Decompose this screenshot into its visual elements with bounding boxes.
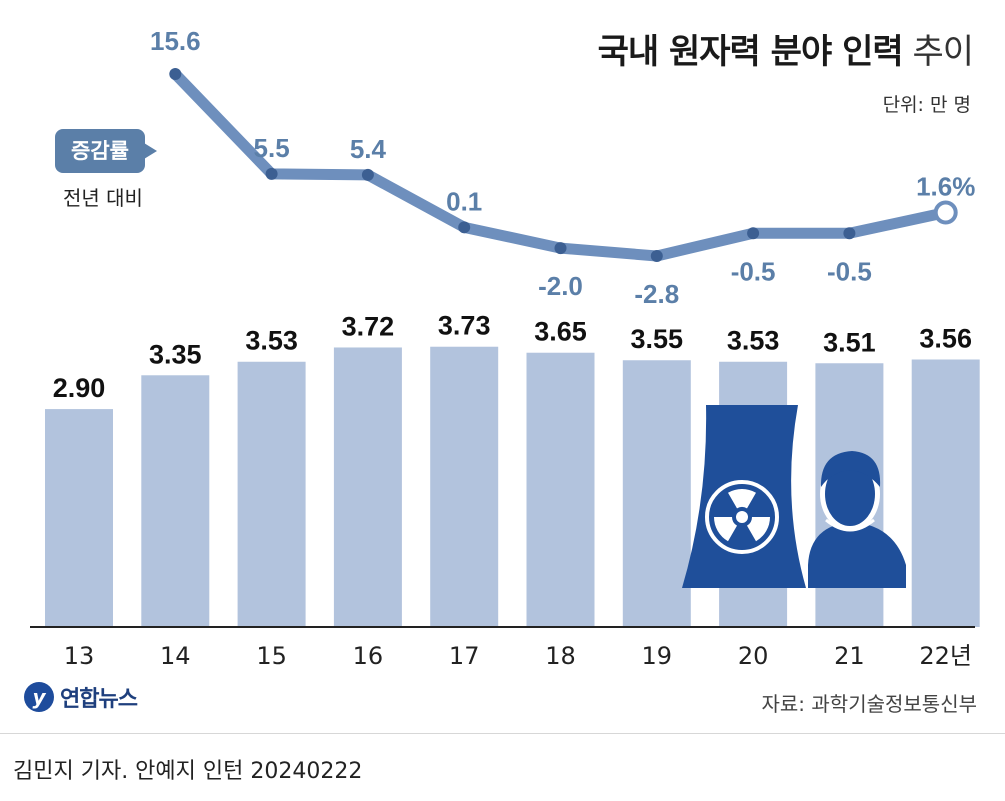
bar-value-label: 3.55 bbox=[631, 324, 684, 354]
growth-rate-line bbox=[169, 68, 952, 262]
yonhap-logo-text: 연합뉴스 bbox=[60, 687, 138, 712]
growth-rate-label: -2.8 bbox=[634, 279, 679, 309]
growth-rate-label: 0.1 bbox=[446, 186, 482, 216]
growth-rate-point bbox=[265, 167, 278, 180]
x-tick-label: 15 bbox=[256, 642, 287, 670]
growth-rate-point bbox=[361, 168, 374, 181]
yonhap-logo-icon: y bbox=[24, 682, 54, 712]
growth-rate-badge: 증감률 bbox=[55, 129, 157, 173]
chart-title: 국내 원자력 분야 인력 추이 bbox=[597, 24, 974, 73]
growth-rate-label: -0.5 bbox=[827, 256, 872, 286]
growth-rate-label: -0.5 bbox=[731, 256, 776, 286]
x-tick-label: 14 bbox=[160, 642, 191, 670]
growth-rate-label: 15.6 bbox=[150, 26, 201, 56]
x-tick-label: 16 bbox=[353, 642, 384, 670]
yonhap-logo: y 연합뉴스 bbox=[24, 677, 138, 717]
growth-rate-point bbox=[554, 242, 567, 255]
growth-rate-point-last bbox=[933, 200, 958, 225]
source-note: 자료: 과학기술정보통신부 bbox=[761, 692, 978, 716]
x-axis-tick-labels: 13 14 15 16 17 18 19 20 21 22년 bbox=[64, 642, 972, 670]
bar-value-label: 3.73 bbox=[438, 311, 491, 341]
x-tick-label: 19 bbox=[642, 642, 673, 670]
nuclear-plant-icon bbox=[682, 405, 806, 588]
bar-value-label: 3.56 bbox=[919, 323, 972, 353]
growth-rate-point bbox=[169, 68, 182, 80]
growth-rate-point bbox=[650, 250, 663, 262]
bar-14 bbox=[141, 375, 210, 627]
bar-22년 bbox=[911, 359, 980, 627]
x-tick-label: 13 bbox=[64, 642, 95, 670]
bar-value-label: 3.72 bbox=[342, 311, 395, 341]
x-tick-label: 21 bbox=[834, 642, 865, 670]
bar-value-label: 3.53 bbox=[727, 326, 780, 356]
bar-19 bbox=[622, 360, 691, 627]
bar-17 bbox=[430, 346, 499, 627]
credit-line: 김민지 기자. 안예지 인턴 20240222 bbox=[13, 759, 363, 784]
growth-rate-point bbox=[843, 227, 856, 240]
growth-rate-subtitle: 전년 대비 bbox=[63, 186, 143, 210]
bar-13 bbox=[45, 409, 113, 627]
growth-rate-point bbox=[458, 221, 471, 234]
footer-divider bbox=[0, 733, 1005, 734]
growth-rate-label: 1.6% bbox=[916, 171, 975, 201]
bar-value-label: 3.51 bbox=[823, 327, 876, 357]
x-tick-label: 18 bbox=[545, 642, 576, 670]
bar-18 bbox=[526, 352, 595, 627]
bar-value-label: 3.35 bbox=[149, 339, 202, 369]
chart-title-light: 추이 bbox=[912, 32, 974, 72]
bar-value-label: 3.53 bbox=[245, 326, 298, 356]
bar-value-label: 2.90 bbox=[53, 373, 106, 403]
x-tick-label: 20 bbox=[738, 642, 769, 670]
growth-rate-label: -2.0 bbox=[538, 271, 583, 301]
bar-15 bbox=[237, 361, 306, 627]
worker-person-icon bbox=[808, 451, 906, 588]
unit-label: 단위: 만 명 bbox=[882, 94, 971, 116]
growth-rate-line-layer: 15.6 5.5 5.4 0.1 -2.0 -2.8 -0.5 -0.5 1.6% bbox=[150, 26, 975, 309]
bar-16 bbox=[333, 347, 402, 627]
growth-rate-point bbox=[747, 227, 760, 240]
bar-value-label: 3.65 bbox=[534, 317, 587, 347]
growth-rate-label: 5.5 bbox=[254, 133, 290, 163]
x-tick-label: 17 bbox=[449, 642, 480, 670]
chart-title-bold: 국내 원자력 분야 인력 bbox=[597, 32, 904, 72]
growth-rate-label: 5.4 bbox=[350, 134, 387, 164]
x-tick-label: 22년 bbox=[919, 642, 972, 670]
